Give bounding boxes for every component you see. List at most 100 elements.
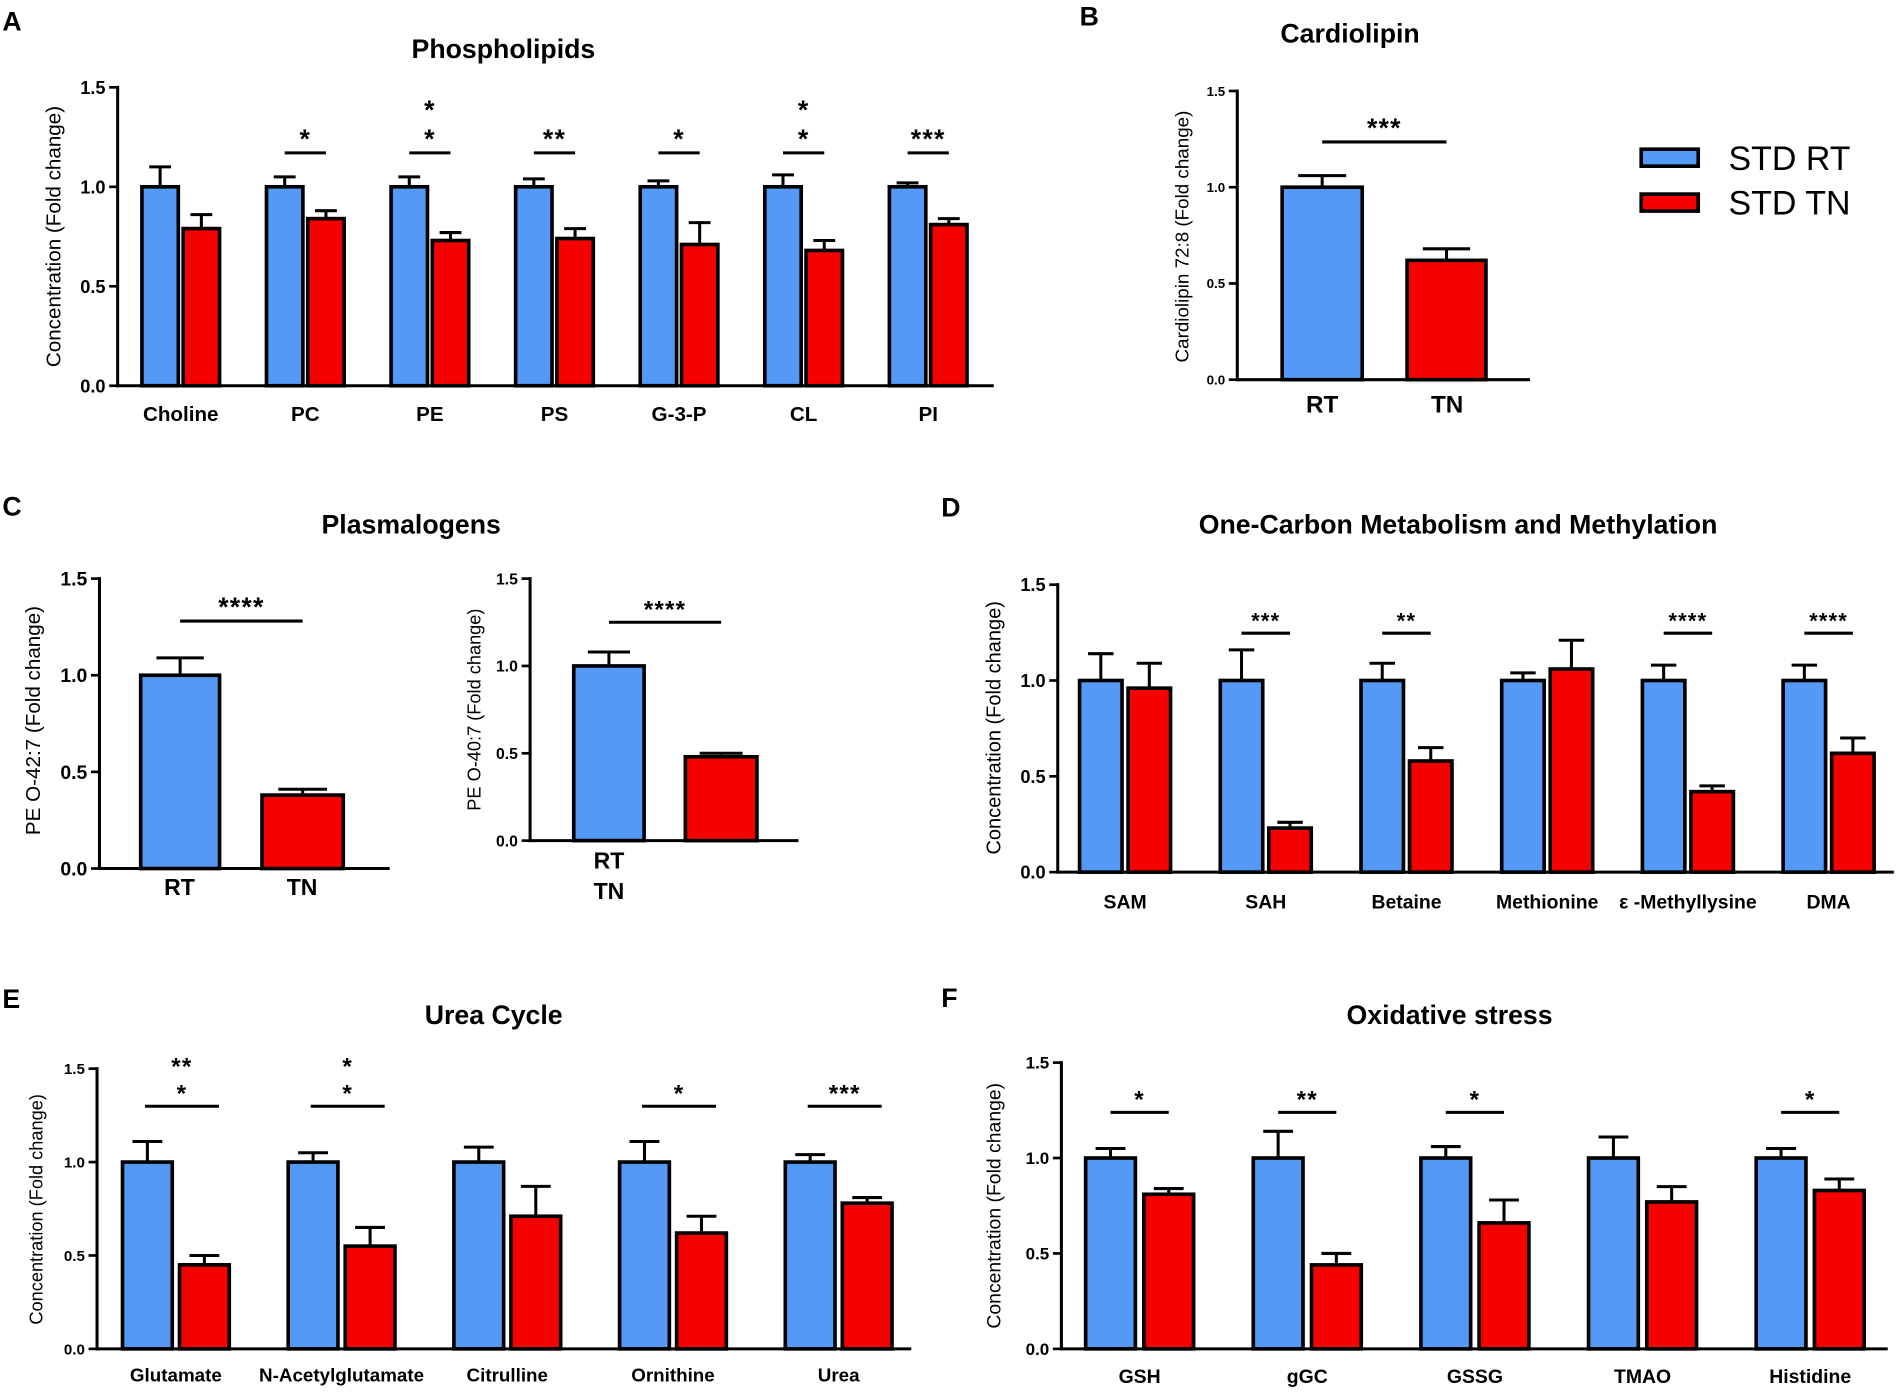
y-tick-label: 1.5: [1020, 575, 1045, 595]
significance-stars-methyllysine: ****: [1668, 608, 1707, 633]
x-category-label-pi: PI: [918, 403, 937, 426]
error-bar-ggc-std-tn: [1321, 1251, 1352, 1265]
y-tick-label: 1.0: [60, 665, 87, 687]
chart-title: Urea Cycle: [425, 1000, 563, 1030]
chart-title: Plasmalogens: [322, 510, 501, 540]
bar-gsh-std-tn: [1142, 1192, 1196, 1351]
chart-panel-d: D One-Carbon Metabolism and Methylation 0.…: [941, 493, 1894, 914]
error-bar-tn: [278, 787, 328, 796]
bar-urea-std-tn: [840, 1201, 894, 1351]
error-bar-cl-std-tn: [813, 239, 836, 251]
bar-methyllysine-std-rt: [1640, 678, 1687, 874]
panel-letter: D: [941, 493, 960, 523]
significance-stars-gssg: *: [1470, 1086, 1481, 1113]
error-bar-rt: [1298, 174, 1347, 188]
error-bar-pi-std-tn: [937, 217, 960, 225]
significance-stars-g-3-p: *: [673, 124, 685, 154]
y-tick-label: 0.0: [80, 376, 105, 396]
x-category-label-methyllysine: ε -Methyllysine: [1619, 892, 1757, 914]
legend-swatch-std-rt: [1639, 147, 1701, 169]
bar-n-acetylglutamate-std-tn: [343, 1244, 397, 1351]
chart-panel-f: F Oxidative stress 0.0 0.5 1.0 1.5 Concentrati…: [941, 983, 1888, 1388]
error-bar-g-3-p-std-tn: [688, 221, 711, 245]
bar-cl-std-tn: [804, 248, 845, 388]
x-category-label-dma: DMA: [1807, 892, 1851, 914]
bar-citrulline-std-tn: [509, 1214, 563, 1351]
significance-stars-rt-vs-tn: ***: [1367, 113, 1402, 143]
x-category-label-ps: PS: [541, 403, 569, 426]
significance-stars-glutamate: *: [177, 1080, 188, 1107]
error-bar-sah-std-tn: [1277, 820, 1303, 829]
bar-choline-std-tn: [181, 226, 222, 388]
error-bar-glutamate-std-tn: [189, 1253, 220, 1265]
x-category-label-tn: TN: [287, 874, 318, 900]
bar-methionine-std-tn: [1548, 667, 1595, 874]
error-bar-pc-std-rt: [273, 175, 296, 187]
error-bar-sam-std-rt: [1088, 652, 1114, 681]
bar-betaine-std-rt: [1359, 678, 1406, 874]
error-bar-ornithine-std-rt: [629, 1140, 660, 1163]
error-bar-pe-std-tn: [439, 231, 462, 241]
bar-pe-std-rt: [389, 184, 430, 388]
x-category-label-ggc: gGC: [1287, 1366, 1328, 1388]
y-axis-label: Cardiolipin 72:8 (Fold change): [1172, 111, 1193, 363]
panel-letter: B: [1080, 1, 1099, 31]
chart-panel-e: E Urea Cycle 0.0 0.5 1.0 1.5 Concentration (Fo…: [2, 984, 912, 1386]
significance-stars-n-acetylglutamate: *: [342, 1054, 353, 1081]
y-tick-label: 0.0: [64, 1341, 85, 1358]
x-category-label-cl: CL: [790, 403, 817, 426]
error-bar-cl-std-rt: [772, 173, 794, 187]
error-bar-tmao-std-rt: [1598, 1135, 1629, 1159]
error-bar-ggc-std-rt: [1263, 1129, 1294, 1159]
y-tick-label: 1.0: [1020, 671, 1045, 691]
y-axis-label: Concentration (Fold change): [43, 106, 66, 367]
significance-stars-dma: ****: [1809, 608, 1848, 633]
x-category-label-tn: TN: [594, 878, 625, 904]
y-tick-label: 0.5: [496, 746, 518, 763]
x-category-label-citrulline: Citrulline: [467, 1365, 548, 1386]
x-category-label-g-3-p: G-3-P: [652, 403, 707, 426]
bar-tmao-std-rt: [1586, 1156, 1641, 1351]
x-category-label-methionine: Methionine: [1496, 892, 1599, 914]
x-category-label-glutamate: Glutamate: [130, 1365, 222, 1386]
y-tick-label: 1.0: [1026, 1149, 1050, 1168]
x-category-label-rt: RT: [1306, 391, 1339, 418]
significance-stars-rt-vs-tn: ****: [218, 592, 264, 622]
x-category-label-tmao: TMAO: [1614, 1366, 1671, 1388]
error-bar-dma-std-tn: [1840, 736, 1866, 754]
chart-panel-b: B Cardiolipin 0.0 0.5 1.0 1.5 Cardiolipin 72:8…: [1080, 1, 1530, 418]
x-category-label-histidine: Histidine: [1769, 1366, 1851, 1388]
y-tick-label: 0.0: [60, 859, 87, 881]
error-bar-betaine-std-tn: [1418, 746, 1444, 761]
y-tick-label: 1.5: [60, 569, 87, 591]
error-bar-gsh-std-tn: [1153, 1187, 1184, 1195]
y-tick-label: 0.0: [1026, 1340, 1050, 1359]
bar-rt: [1280, 185, 1365, 382]
error-bar-urea-std-tn: [852, 1196, 883, 1204]
y-tick-label: 0.5: [1026, 1245, 1050, 1264]
significance-stars-pc: *: [300, 124, 312, 154]
bar-ggc-std-tn: [1309, 1263, 1364, 1351]
y-tick-label: 0.5: [80, 277, 105, 297]
x-category-label-choline: Choline: [143, 403, 219, 426]
bar-betaine-std-tn: [1407, 759, 1454, 874]
bar-sah-std-rt: [1218, 678, 1265, 874]
y-axis-label: Concentration (Fold change): [984, 601, 1006, 854]
error-bar-methyllysine-std-rt: [1650, 663, 1677, 681]
bar-glutamate-std-rt: [120, 1160, 175, 1351]
error-bar-dma-std-rt: [1791, 663, 1818, 681]
bar-methionine-std-rt: [1499, 678, 1546, 874]
bar-gssg-std-rt: [1419, 1156, 1473, 1351]
y-tick-label: 1.0: [1207, 180, 1226, 195]
y-tick-label: 1.0: [80, 177, 105, 197]
bar-n-acetylglutamate-std-rt: [286, 1160, 340, 1351]
x-category-label-rt: RT: [164, 874, 195, 900]
y-tick-label: 0.5: [1020, 767, 1045, 787]
bar-histidine-std-tn: [1812, 1188, 1866, 1351]
y-tick-label: 0.5: [1207, 276, 1226, 291]
y-tick-label: 0.5: [64, 1248, 85, 1265]
x-category-label-urea: Urea: [818, 1365, 860, 1386]
significance-stars-n-acetylglutamate: *: [342, 1080, 353, 1107]
significance-stars-ps: **: [543, 124, 566, 154]
